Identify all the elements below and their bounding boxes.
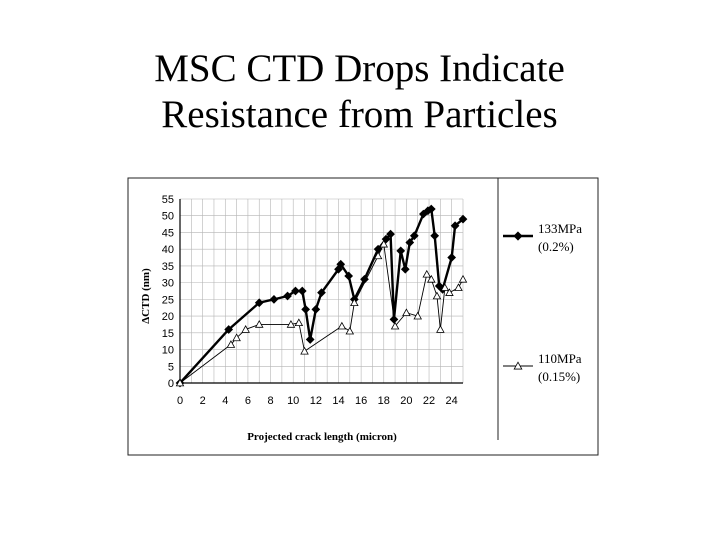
x-tick-label: 22 — [423, 395, 435, 407]
data-point — [254, 298, 264, 308]
data-point — [458, 214, 468, 224]
legend-marker — [513, 361, 523, 370]
x-tick-label: 10 — [287, 395, 299, 407]
y-tick-label: 5 — [168, 361, 174, 373]
data-point — [430, 231, 440, 241]
data-point — [373, 251, 383, 260]
data-point — [232, 333, 241, 342]
data-point — [413, 311, 422, 320]
x-tick-label: 16 — [355, 395, 367, 407]
y-tick-label: 15 — [162, 328, 174, 340]
series-110MPa — [175, 239, 468, 387]
data-point — [447, 253, 457, 262]
data-point — [432, 291, 442, 300]
data-point — [301, 305, 311, 314]
x-axis-label: Projected crack length (micron) — [247, 431, 397, 443]
x-tick-label: 18 — [378, 395, 390, 407]
x-tick-label: 24 — [446, 395, 458, 407]
y-tick-label: 25 — [162, 294, 174, 306]
y-tick-label: 10 — [162, 345, 174, 357]
data-point — [344, 271, 354, 281]
data-point — [311, 305, 321, 314]
x-tick-label: 0 — [177, 395, 183, 407]
data-point — [440, 283, 450, 291]
legend-note: (0.15%) — [538, 369, 580, 384]
legend-entry: 133MPa (0.2%) — [503, 221, 582, 254]
data-point — [409, 231, 419, 241]
data-point — [297, 286, 307, 296]
slide-title: MSC CTD Drops Indicate Resistance from P… — [0, 46, 719, 138]
data-point — [254, 320, 264, 328]
legend-entry: 110MPa (0.15%) — [503, 351, 582, 384]
x-tick-label: 8 — [267, 395, 273, 407]
data-point — [422, 269, 432, 278]
title-line-2: Resistance from Particles — [161, 93, 558, 136]
legend-note: (0.2%) — [538, 239, 574, 254]
data-point — [224, 325, 234, 334]
x-tick-label: 6 — [245, 395, 251, 407]
data-point — [300, 346, 309, 355]
data-point — [426, 204, 436, 214]
y-axis-label: ΔCTD (nm) — [140, 268, 152, 324]
data-point — [445, 288, 454, 296]
data-point — [436, 325, 445, 333]
x-tick-label: 2 — [200, 395, 206, 407]
x-tick-label: 12 — [310, 395, 322, 407]
data-point — [379, 239, 389, 248]
data-point — [386, 229, 395, 239]
data-point — [405, 238, 415, 247]
legend-marker — [513, 231, 523, 241]
data-point — [345, 326, 355, 335]
data-point — [286, 320, 296, 328]
y-tick-label: 40 — [162, 244, 174, 256]
data-point — [400, 264, 410, 274]
data-point — [402, 308, 411, 317]
data-point — [427, 274, 436, 283]
data-point — [305, 335, 315, 344]
x-tick-label: 20 — [400, 395, 412, 407]
x-tick-label: 4 — [222, 395, 228, 407]
y-tick-label: 30 — [162, 278, 174, 290]
title-line-1: MSC CTD Drops Indicate — [154, 47, 565, 90]
data-point — [175, 378, 185, 387]
data-point — [269, 294, 279, 304]
data-point — [450, 221, 460, 231]
data-point — [390, 321, 400, 330]
data-point — [283, 291, 292, 301]
data-point — [350, 298, 359, 306]
y-tick-label: 20 — [162, 311, 174, 323]
data-point — [337, 321, 347, 330]
legend-label: 110MPa — [538, 351, 582, 366]
figure-frame — [127, 177, 599, 456]
data-point — [241, 325, 250, 333]
y-tick-label: 55 — [162, 194, 174, 206]
data-point — [291, 286, 300, 296]
data-point — [336, 259, 346, 269]
y-tick-label: 45 — [162, 227, 174, 239]
y-tick-label: 0 — [168, 378, 174, 390]
series-133MPa — [175, 204, 468, 388]
x-tick-label: 14 — [332, 395, 344, 407]
data-point — [458, 274, 468, 283]
data-point — [454, 283, 463, 291]
data-point — [396, 246, 406, 256]
data-point — [226, 340, 236, 348]
legend-label: 133MPa — [538, 221, 582, 236]
data-point — [294, 318, 304, 327]
y-tick-label: 35 — [162, 261, 174, 273]
y-tick-label: 50 — [162, 211, 174, 223]
data-point — [317, 288, 326, 298]
series-line — [179, 243, 464, 384]
